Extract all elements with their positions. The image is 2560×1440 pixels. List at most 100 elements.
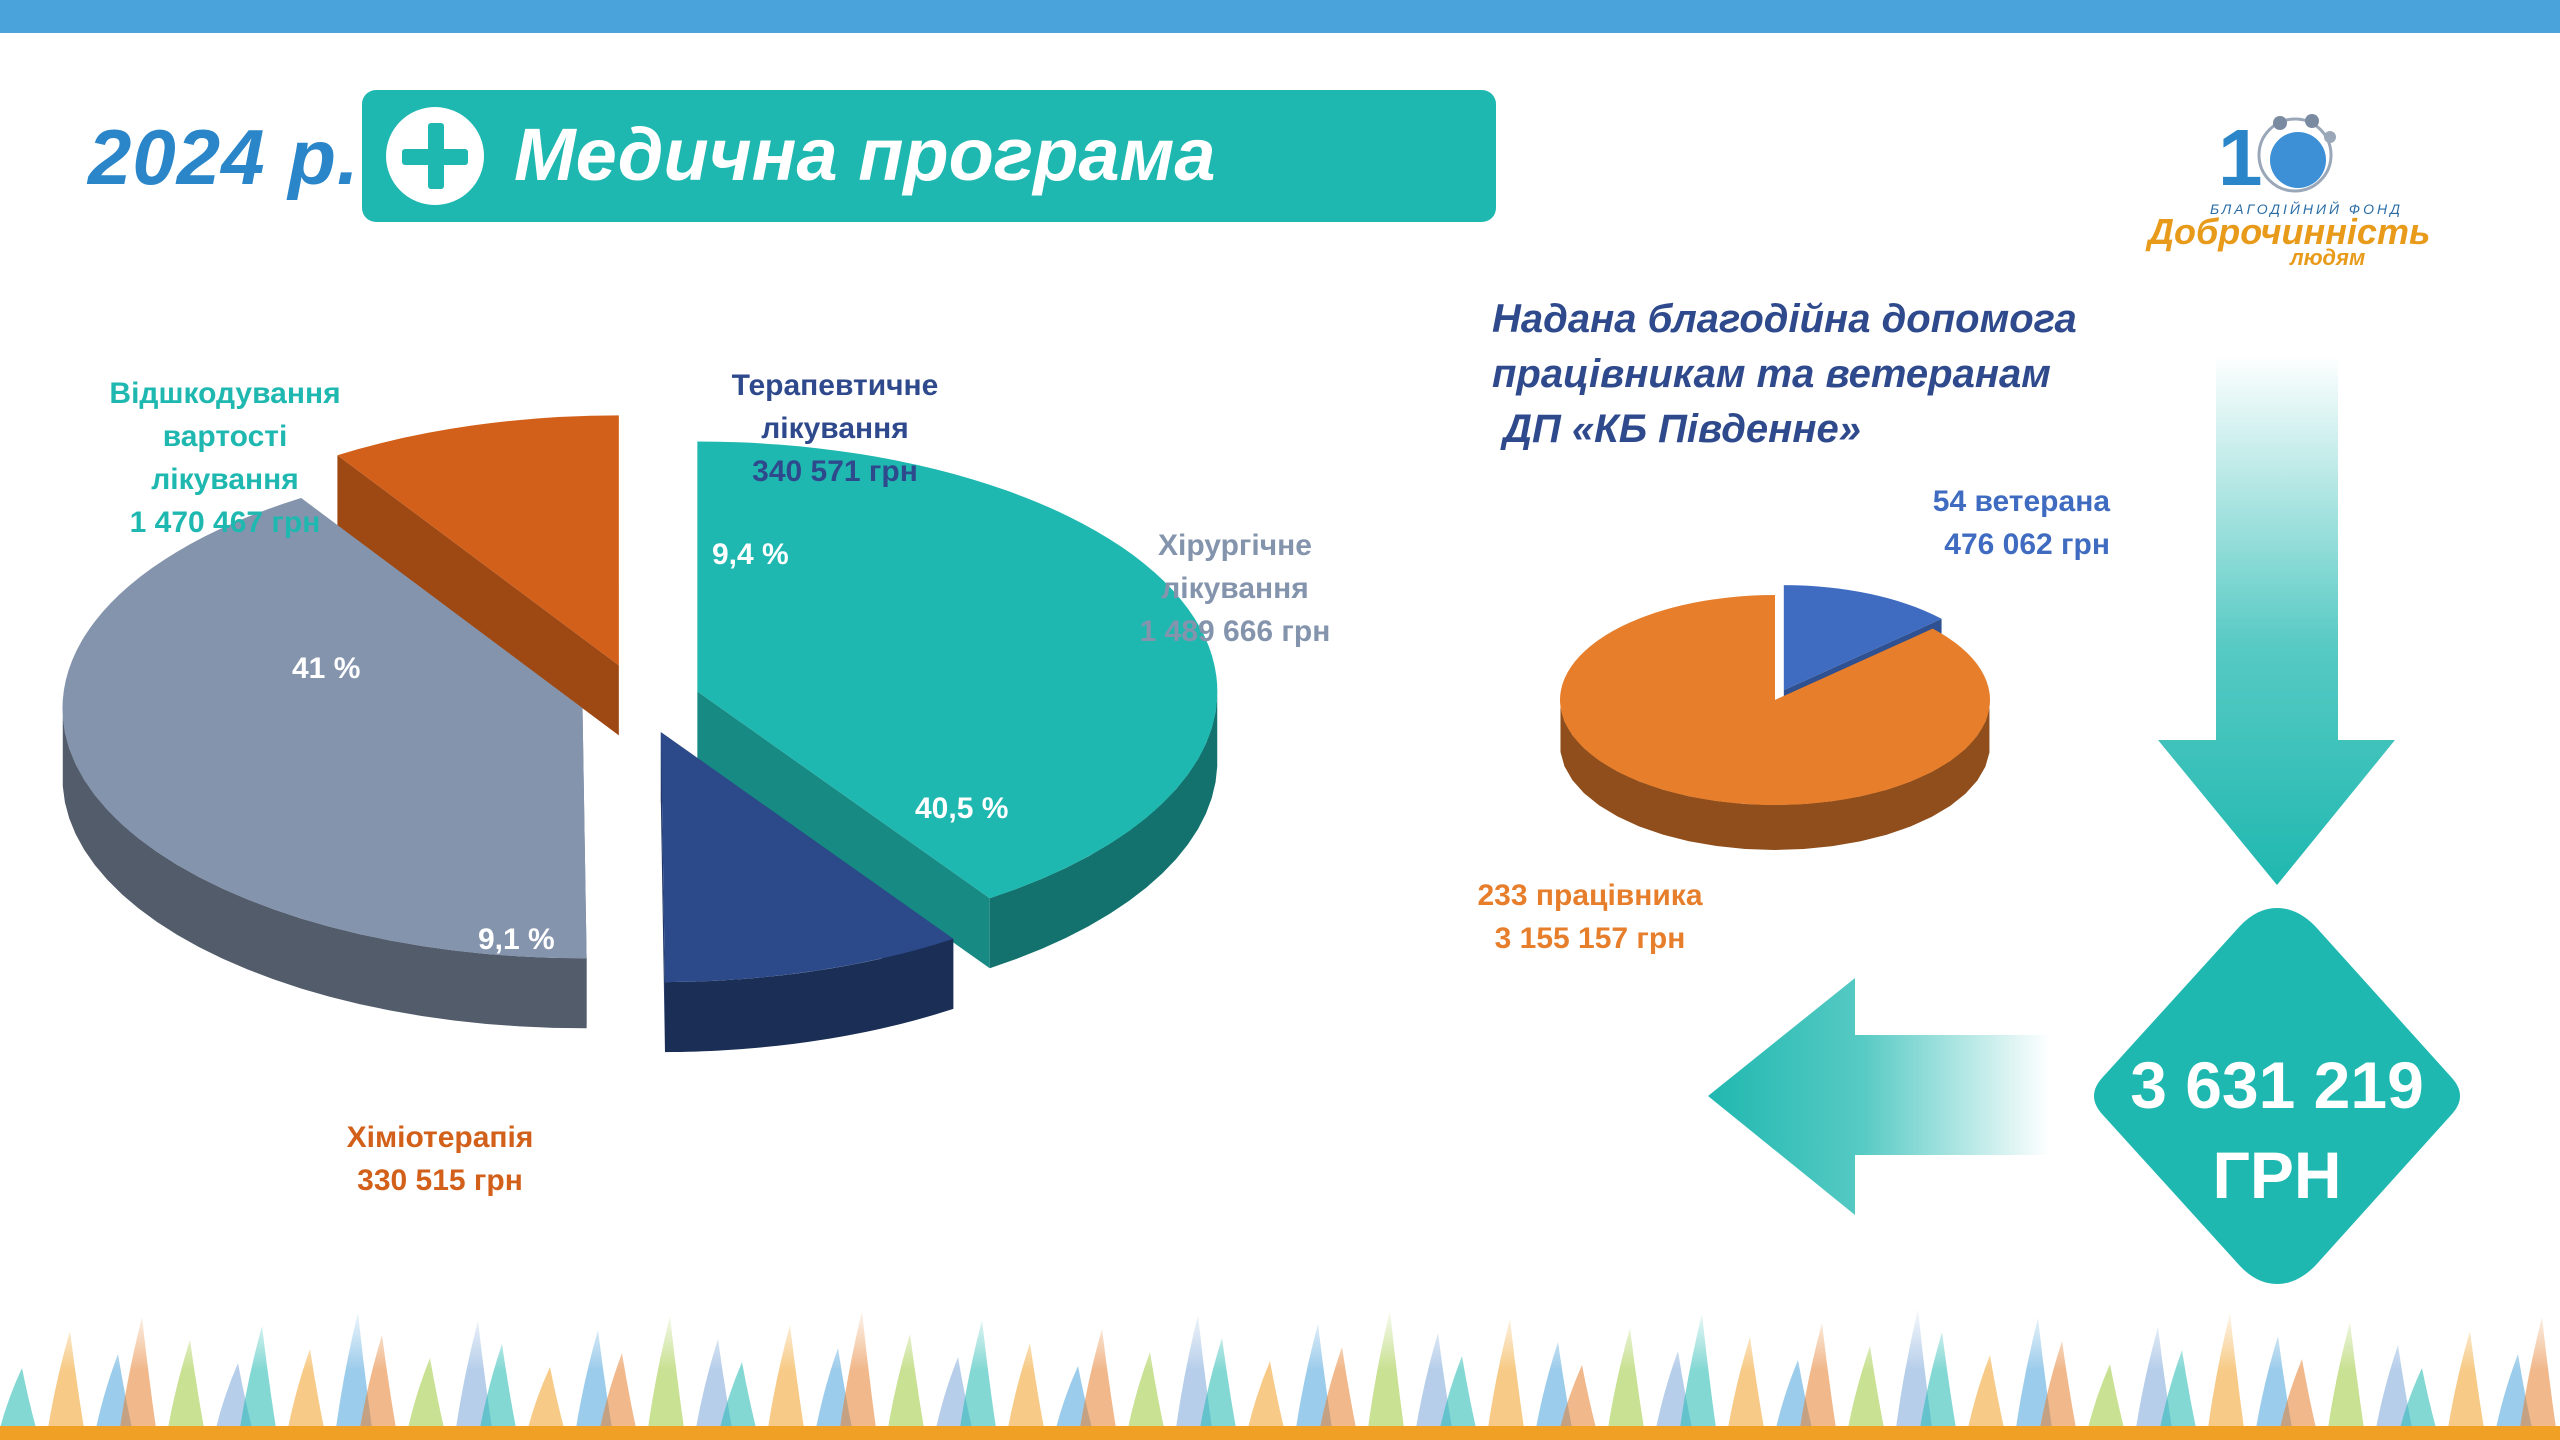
footer-leaf xyxy=(1200,1338,1236,1428)
percent-label: 40,5 % xyxy=(915,792,1009,825)
footer-leaf xyxy=(2160,1350,2196,1428)
medical-plus-icon xyxy=(386,107,484,205)
total-amount: 3 631 219 ГРН xyxy=(2082,1040,2472,1220)
footer-leaf xyxy=(0,1368,36,1428)
footer-leaf xyxy=(288,1349,324,1428)
footer-leaf xyxy=(1920,1332,1956,1428)
footer-leaf xyxy=(1416,1333,1452,1428)
footer-leaf xyxy=(696,1339,732,1428)
footer-leaf xyxy=(168,1340,204,1428)
pie-slice xyxy=(62,498,587,1029)
top-bar xyxy=(0,0,2560,33)
footer-leaf xyxy=(600,1353,636,1428)
page-title: Медична програма xyxy=(514,113,1216,196)
pie-slice-top xyxy=(1559,595,1991,805)
footer-leaf xyxy=(1608,1328,1644,1428)
footer-leaf xyxy=(648,1316,684,1428)
slice-name: Терапевтичне лікування xyxy=(731,369,939,445)
pie-slice-top xyxy=(1783,585,1942,691)
pie-slice xyxy=(697,441,1218,969)
footer-leaf xyxy=(1848,1346,1884,1428)
footer-leaf xyxy=(1176,1315,1212,1428)
footer-leaf xyxy=(48,1331,84,1428)
footer-leaf xyxy=(2088,1364,2124,1428)
logo-caption: БЛАГОДІЙНИЙ ФОНД xyxy=(2210,201,2403,217)
footer-leaf xyxy=(1968,1355,2004,1428)
total-currency: ГРН xyxy=(2212,1138,2342,1212)
footer-leaf xyxy=(456,1321,492,1428)
pie-slice-top xyxy=(660,732,954,983)
footer-leaf xyxy=(1536,1342,1572,1428)
logo-subname: людям xyxy=(2290,245,2366,270)
footer-leaf xyxy=(528,1367,564,1428)
pie-slice-top xyxy=(697,441,1218,899)
footer-leaf xyxy=(2376,1345,2412,1428)
decorative-footer xyxy=(0,1300,2560,1440)
footer-leaf xyxy=(2016,1318,2052,1428)
footer-leaf xyxy=(2520,1317,2556,1428)
footer-leaf xyxy=(1440,1356,1476,1428)
footer-leaf xyxy=(1560,1365,1596,1428)
footer-leaf xyxy=(1296,1324,1332,1428)
slice-value: 330 515 грн xyxy=(357,1164,523,1197)
foundation-logo: 1 БЛАГОДІЙНИЙ ФОНД Доброчинність людям xyxy=(2140,105,2430,270)
pie-slice xyxy=(1559,595,1991,850)
percent-label: 9,1 % xyxy=(478,923,555,956)
slice-label-surgery: Хірургічне лікування 1 489 666 грн xyxy=(1120,524,1350,653)
footer-leaf xyxy=(1728,1337,1764,1428)
pie-slice-side xyxy=(1560,707,1990,850)
percent-label: 9,4 % xyxy=(712,538,789,571)
slice-value: 1 489 666 грн xyxy=(1139,615,1331,648)
slice-value: 476 062 грн xyxy=(1944,528,2110,561)
footer-leaf xyxy=(768,1325,804,1428)
slice-name: 233 працівника xyxy=(1477,879,1703,912)
pie-slice-top xyxy=(62,498,587,959)
footer-leaf xyxy=(576,1330,612,1428)
total-value: 3 631 219 xyxy=(2130,1048,2424,1122)
svg-text:1: 1 xyxy=(2218,113,2263,202)
footer-leaf xyxy=(2280,1359,2316,1428)
pie-slice-side xyxy=(62,716,587,1029)
slice-label-workers: 233 працівника 3 155 157 грн xyxy=(1465,874,1715,960)
pie-slice-wall xyxy=(697,691,990,969)
slice-value: 3 155 157 грн xyxy=(1494,922,1686,955)
pie-slice-wall xyxy=(660,732,665,1053)
title-banner: Медична програма xyxy=(362,90,1496,222)
slice-label-reimbursement: Відшкодування вартості лікування 1 470 4… xyxy=(90,372,360,544)
footer-leaf xyxy=(1680,1314,1716,1428)
footer-leaf xyxy=(120,1317,156,1428)
footer-leaf xyxy=(408,1358,444,1428)
footer-leaf xyxy=(360,1335,396,1428)
footer-leaf xyxy=(888,1334,924,1428)
footer-leaf xyxy=(240,1326,276,1428)
footer-leaf xyxy=(2208,1313,2244,1428)
pie-slice-top xyxy=(337,415,619,666)
down-arrow-icon xyxy=(2158,355,2395,885)
footer-leaf xyxy=(1248,1361,1284,1428)
footer-leaf xyxy=(2040,1341,2076,1428)
slice-name: Хірургічне лікування xyxy=(1158,529,1312,605)
footer-leaf xyxy=(1008,1343,1044,1428)
pie-slice-wall xyxy=(337,455,619,736)
footer-leaf xyxy=(1128,1352,1164,1428)
pie-slice-side xyxy=(664,938,954,1053)
footer-leaf xyxy=(2400,1368,2436,1428)
footer-leaf xyxy=(1800,1323,1836,1428)
slice-label-therapy: Терапевтичне лікування 340 571 грн xyxy=(700,364,970,493)
total-diamond xyxy=(2094,908,2460,1284)
slice-name: 54 ветерана xyxy=(1932,485,2110,518)
slice-value: 1 470 467 грн xyxy=(129,506,321,539)
pie-slice-side xyxy=(989,696,1218,969)
year-label: 2024 р. xyxy=(88,113,360,201)
slice-name: Відшкодування вартості лікування xyxy=(109,377,341,496)
pie-slice xyxy=(337,415,619,736)
footer-leaf xyxy=(2328,1322,2364,1428)
percent-label: 41 % xyxy=(292,652,361,685)
footer-leaf xyxy=(2136,1327,2172,1428)
logo-name: Доброчинність xyxy=(2148,211,2431,252)
slice-value: 340 571 грн xyxy=(752,455,918,488)
footer-leaf xyxy=(1080,1329,1116,1428)
